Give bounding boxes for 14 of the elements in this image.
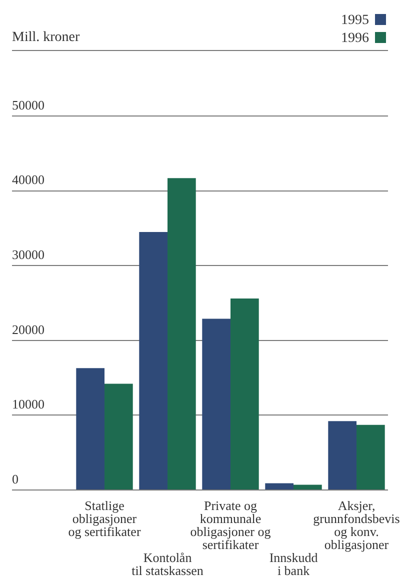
y-tick-label: 10000 — [12, 396, 44, 412]
x-tick-label: Kontolån til statskassen — [132, 550, 204, 578]
legend-label: 1996 — [341, 31, 369, 46]
x-tick-label: Statlige obligasjoner og sertifikater — [68, 498, 142, 539]
y-tick-label: 20000 — [12, 322, 44, 337]
y-axis-title: Mill. kroner — [12, 30, 80, 46]
y-tick-label: 50000 — [12, 97, 44, 112]
y-tick-label: 30000 — [12, 247, 44, 262]
y-tick-label: 40000 — [12, 172, 44, 188]
y-tick-label: 0 — [12, 471, 18, 486]
x-tick-label: Aksjer, grunnfondsbevis og konv. obligasjoner — [313, 498, 400, 552]
legend-label: 1995 — [341, 13, 369, 28]
x-tick-label: Innskudd i bank — [269, 550, 318, 578]
x-tick-label: Private og kommunale obligasjoner og sertifikater — [190, 498, 272, 552]
